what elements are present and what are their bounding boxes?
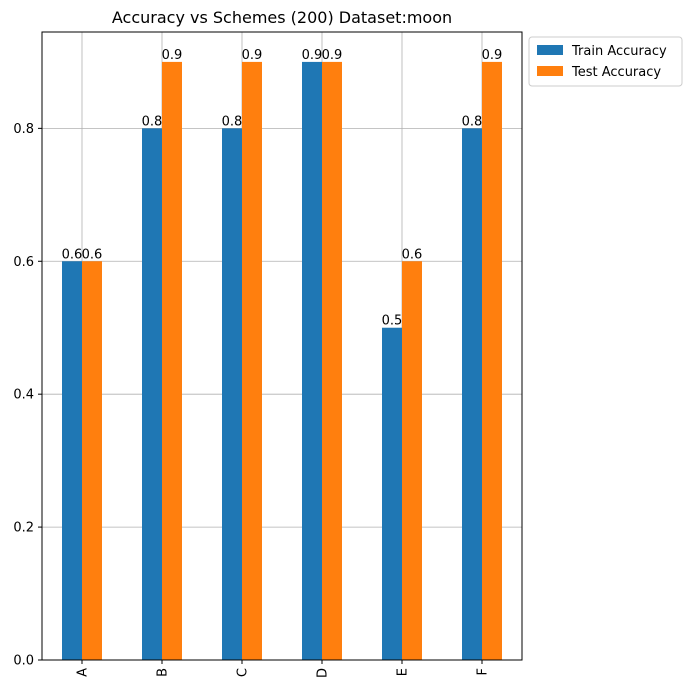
bar-value-label: 0.9 — [322, 48, 343, 63]
bar-train-accuracy — [62, 261, 82, 660]
x-tick-label: D — [316, 668, 331, 678]
plot-area-frame — [41, 31, 523, 661]
y-tick-label: 0.0 — [13, 654, 34, 669]
bar-test-accuracy — [402, 261, 422, 660]
bar-value-label: 0.9 — [162, 48, 183, 63]
bar-value-label: 0.8 — [222, 114, 243, 129]
bar-value-label: 0.9 — [302, 48, 323, 63]
y-tick-label: 0.8 — [13, 122, 34, 137]
bar-train-accuracy — [462, 128, 482, 660]
bar-labels: 0.60.8 0.80.90.50.80.60.9 0.9 0.90.60.9 — [62, 48, 503, 329]
x-tick-label: F — [476, 668, 491, 675]
bar-value-label: 0.9 — [482, 48, 503, 63]
x-tick-label: B — [156, 668, 171, 677]
bar-value-label: 0.6 — [82, 247, 103, 262]
bar-test-accuracy — [242, 61, 262, 660]
axes: 0.0 0.2 0.4 0.6 0.8 A B C D E F — [13, 122, 490, 678]
bar-test-accuracy — [322, 61, 342, 660]
y-tick-label: 0.4 — [13, 388, 34, 403]
chart-title: Accuracy vs Schemes (200) Dataset:moon — [112, 8, 452, 27]
legend-swatch — [537, 66, 563, 76]
x-tick-label: E — [396, 668, 411, 676]
legend: Train Accuracy Test Accuracy — [528, 36, 683, 87]
legend-swatch — [537, 45, 563, 55]
x-tick-label: A — [76, 668, 91, 677]
y-tick-label: 0.6 — [13, 255, 34, 270]
y-tick-label: 0.2 — [13, 521, 34, 536]
legend-box — [528, 36, 683, 87]
bar-value-label: 0.6 — [62, 247, 83, 262]
bar-train-accuracy — [222, 128, 242, 660]
legend-label: Train Accuracy — [571, 44, 667, 59]
x-tick-label: C — [236, 668, 251, 677]
bar-test-accuracy — [162, 61, 182, 660]
bar-value-label: 0.8 — [142, 114, 163, 129]
bars — [62, 61, 502, 660]
bar-value-label: 0.8 — [462, 114, 483, 129]
bar-value-label: 0.5 — [382, 314, 403, 329]
bar-value-label: 0.9 — [242, 48, 263, 63]
bar-train-accuracy — [302, 61, 322, 660]
legend-label: Test Accuracy — [571, 65, 661, 80]
bar-train-accuracy — [382, 327, 402, 660]
bar-test-accuracy — [82, 261, 102, 660]
bar-train-accuracy — [142, 128, 162, 660]
bar-value-label: 0.6 — [402, 247, 423, 262]
bar-test-accuracy — [482, 61, 502, 660]
